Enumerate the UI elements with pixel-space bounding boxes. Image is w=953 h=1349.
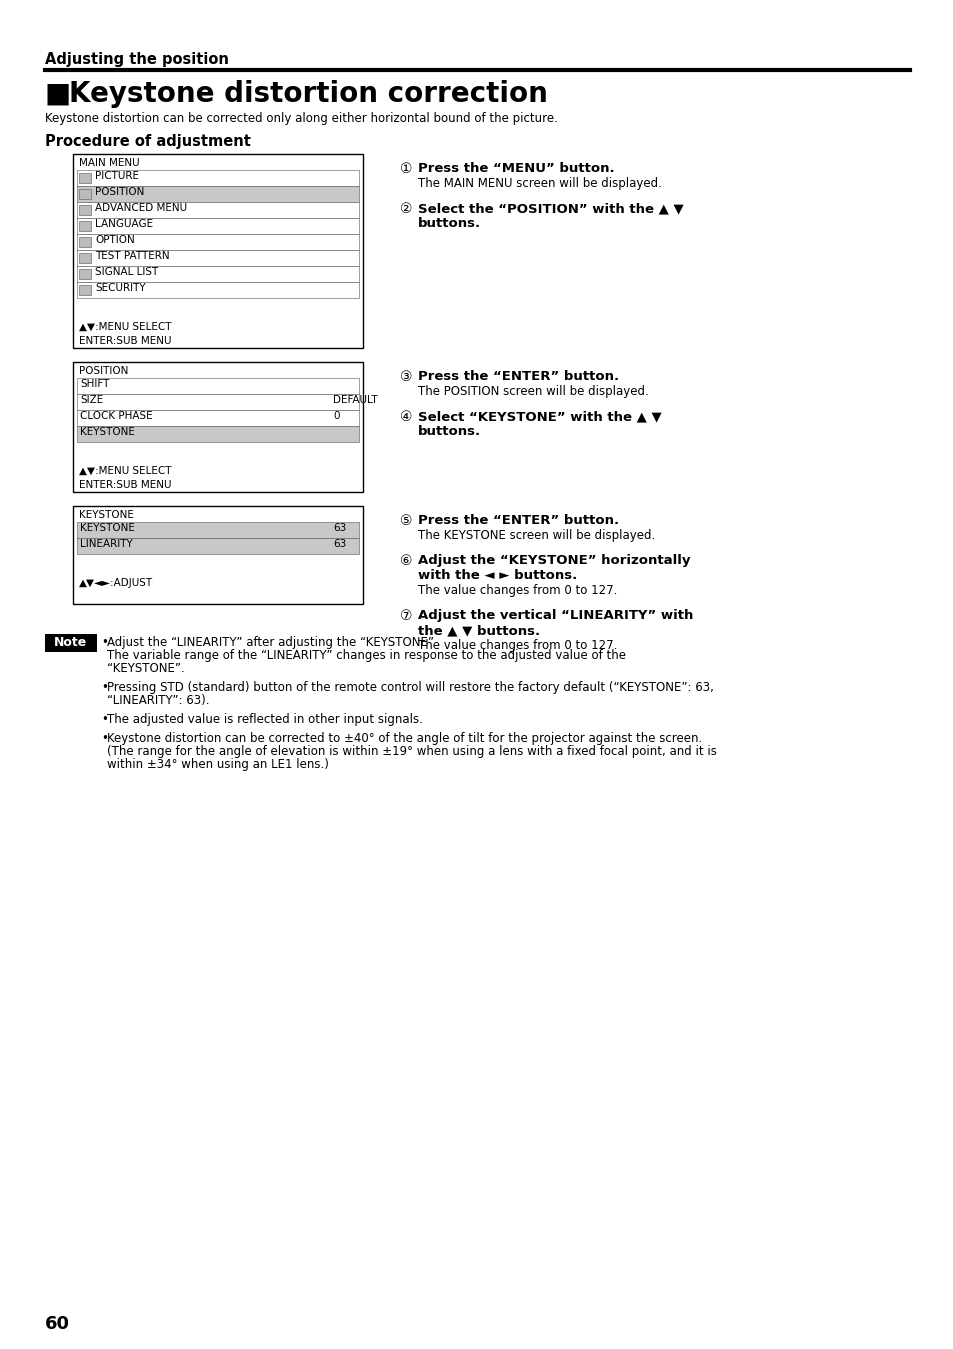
Text: 0: 0 [333,411,339,421]
Text: The POSITION screen will be displayed.: The POSITION screen will be displayed. [417,384,648,398]
Text: 63: 63 [333,540,346,549]
Bar [77,170,358,186]
Text: POSITION: POSITION [95,188,144,197]
Text: Press the “ENTER” button.: Press the “ENTER” button. [417,514,618,527]
Bar [73,362,363,492]
Text: Keystone distortion can be corrected to ±40° of the angle of tilt for the projec: Keystone distortion can be corrected to … [107,733,701,745]
Text: POSITION: POSITION [79,366,129,376]
Text: the ▲ ▼ buttons.: the ▲ ▼ buttons. [417,625,539,637]
Text: The value changes from 0 to 127.: The value changes from 0 to 127. [417,584,617,598]
Text: (The range for the angle of elevation is within ±19° when using a lens with a fi: (The range for the angle of elevation is… [107,745,716,758]
Text: ⑤: ⑤ [399,514,412,527]
Text: •: • [101,635,108,649]
Text: SECURITY: SECURITY [95,283,146,293]
Text: Procedure of adjustment: Procedure of adjustment [45,134,251,148]
Text: KEYSTONE: KEYSTONE [80,428,134,437]
Text: Adjusting the position: Adjusting the position [45,53,229,67]
Text: 63: 63 [333,523,346,533]
Text: within ±34° when using an LE1 lens.): within ±34° when using an LE1 lens.) [107,758,329,772]
Text: ①: ① [399,162,412,175]
Text: 60: 60 [45,1315,70,1333]
Bar [77,250,358,266]
Text: with the ◄ ► buttons.: with the ◄ ► buttons. [417,569,577,581]
Bar [79,205,91,214]
Bar [73,506,363,604]
Bar [79,268,91,279]
Bar [77,378,358,394]
Bar [77,522,358,538]
Text: ⑥: ⑥ [399,554,412,568]
Text: SHIFT: SHIFT [80,379,110,389]
Text: KEYSTONE: KEYSTONE [79,510,133,519]
Text: The adjusted value is reflected in other input signals.: The adjusted value is reflected in other… [107,714,422,726]
Text: Note: Note [54,635,88,649]
Text: DEFAULT: DEFAULT [333,395,377,405]
Text: PICTURE: PICTURE [95,171,139,181]
Bar [73,154,363,348]
Text: Press the “ENTER” button.: Press the “ENTER” button. [417,370,618,383]
Text: MAIN MENU: MAIN MENU [79,158,139,169]
Text: KEYSTONE: KEYSTONE [80,523,134,533]
Text: The KEYSTONE screen will be displayed.: The KEYSTONE screen will be displayed. [417,529,655,542]
Text: Select the “POSITION” with the ▲ ▼: Select the “POSITION” with the ▲ ▼ [417,202,683,214]
Text: ④: ④ [399,410,412,424]
Text: Press the “MENU” button.: Press the “MENU” button. [417,162,614,175]
Bar [45,634,97,652]
Bar [79,254,91,263]
Bar [77,394,358,410]
Text: ▲▼:MENU SELECT
ENTER:SUB MENU: ▲▼:MENU SELECT ENTER:SUB MENU [79,465,172,490]
Bar [79,221,91,231]
Text: Keystone distortion correction: Keystone distortion correction [69,80,547,108]
Bar [79,189,91,200]
Text: Select “KEYSTONE” with the ▲ ▼: Select “KEYSTONE” with the ▲ ▼ [417,410,661,424]
Bar [79,173,91,183]
Text: SIGNAL LIST: SIGNAL LIST [95,267,158,277]
Text: Pressing STD (standard) button of the remote control will restore the factory de: Pressing STD (standard) button of the re… [107,681,713,693]
Text: “KEYSTONE”.: “KEYSTONE”. [107,662,185,674]
Bar [77,233,358,250]
Text: buttons.: buttons. [417,425,480,438]
Text: •: • [101,714,108,726]
Bar [79,237,91,247]
Text: buttons.: buttons. [417,217,480,229]
Text: The value changes from 0 to 127.: The value changes from 0 to 127. [417,639,617,652]
Text: CLOCK PHASE: CLOCK PHASE [80,411,152,421]
Bar [79,285,91,295]
Text: ⑦: ⑦ [399,608,412,623]
Bar [77,186,358,202]
Text: ADVANCED MENU: ADVANCED MENU [95,202,187,213]
Text: Keystone distortion can be corrected only along either horizontal bound of the p: Keystone distortion can be corrected onl… [45,112,558,125]
Text: The MAIN MENU screen will be displayed.: The MAIN MENU screen will be displayed. [417,177,661,190]
Bar [77,538,358,554]
Bar [77,202,358,219]
Text: •: • [101,733,108,745]
Text: Adjust the vertical “LINEARITY” with: Adjust the vertical “LINEARITY” with [417,608,693,622]
Text: ▲▼:MENU SELECT
ENTER:SUB MENU: ▲▼:MENU SELECT ENTER:SUB MENU [79,322,172,345]
Text: •: • [101,681,108,693]
Text: “LINEARITY”: 63).: “LINEARITY”: 63). [107,693,210,707]
Text: ③: ③ [399,370,412,384]
Text: LANGUAGE: LANGUAGE [95,219,153,229]
Bar [77,282,358,298]
Text: SIZE: SIZE [80,395,103,405]
Text: Adjust the “LINEARITY” after adjusting the “KEYSTONE”.: Adjust the “LINEARITY” after adjusting t… [107,635,437,649]
Text: The variable range of the “LINEARITY” changes in response to the adjusted value : The variable range of the “LINEARITY” ch… [107,649,625,662]
Text: TEST PATTERN: TEST PATTERN [95,251,170,260]
Text: LINEARITY: LINEARITY [80,540,132,549]
Bar [77,426,358,442]
Bar [77,266,358,282]
Text: Adjust the “KEYSTONE” horizontally: Adjust the “KEYSTONE” horizontally [417,554,690,567]
Bar [77,219,358,233]
Text: OPTION: OPTION [95,235,134,246]
Bar [77,410,358,426]
Text: ▲▼◄►:ADJUST: ▲▼◄►:ADJUST [79,577,153,588]
Text: ■: ■ [45,80,71,108]
Text: ②: ② [399,202,412,216]
